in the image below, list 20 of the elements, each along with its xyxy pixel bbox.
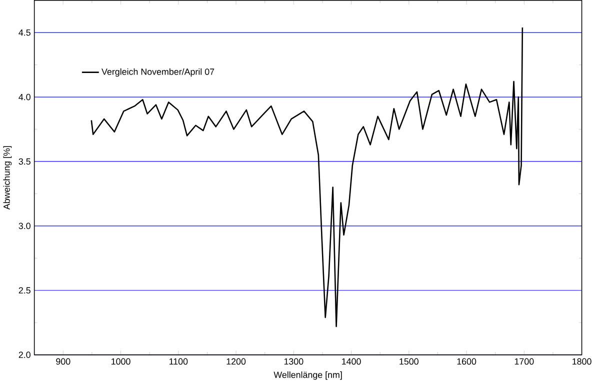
- x-tick-label: 1600: [457, 358, 476, 365]
- y-tick-label: 4.5: [18, 29, 30, 36]
- x-tick-label: 1200: [226, 358, 246, 365]
- x-tick-label: 1800: [572, 358, 592, 365]
- y-tick-label: 3.0: [18, 222, 30, 230]
- line-series: [90, 26, 524, 328]
- y-tick-label: 4.0: [18, 94, 30, 100]
- x-tick-label: 1400: [342, 358, 361, 365]
- x-tick-label: 1000: [112, 358, 130, 365]
- y-axis-title: Abweichung [%]: [3, 146, 12, 210]
- y-tick-label: 2.0: [18, 352, 30, 358]
- x-tick-label: 900: [56, 358, 70, 365]
- y-tick-label: 2.5: [18, 287, 30, 294]
- x-tick-label: 1100: [169, 358, 188, 365]
- x-axis-title: Wellenlänge [nm]: [274, 371, 342, 380]
- x-tick-label: 1700: [514, 358, 534, 365]
- x-tick-label: 1500: [400, 358, 418, 365]
- x-tick-label: 1300: [284, 358, 304, 365]
- legend-label: Vergleich November/April 07: [102, 68, 214, 77]
- y-tick-label: 3.5: [18, 158, 30, 165]
